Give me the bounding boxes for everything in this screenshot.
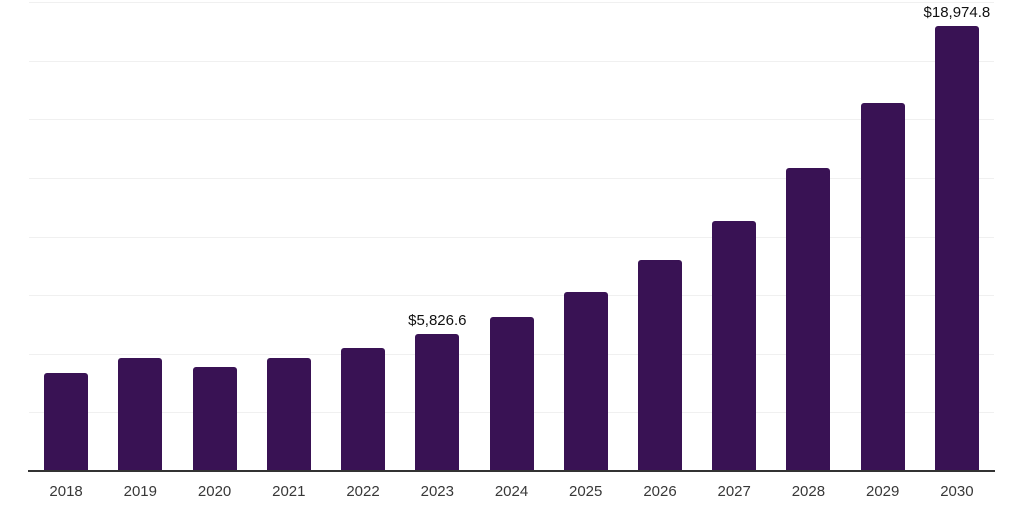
bar-2028[interactable] bbox=[786, 168, 831, 471]
bar-2030[interactable] bbox=[934, 26, 979, 471]
x-axis-line bbox=[28, 470, 995, 472]
x-tick-2025: 2025 bbox=[569, 483, 603, 500]
gridline-20000 bbox=[29, 2, 994, 3]
bar-2020[interactable] bbox=[192, 367, 237, 471]
bar-2025[interactable] bbox=[563, 292, 608, 471]
x-tick-2022: 2022 bbox=[346, 483, 380, 500]
x-tick-2029: 2029 bbox=[866, 483, 900, 500]
x-tick-2023: 2023 bbox=[420, 483, 454, 500]
x-tick-2030: 2030 bbox=[940, 483, 974, 500]
value-label-2030: $18,974.8 bbox=[923, 4, 991, 21]
x-tick-2024: 2024 bbox=[494, 483, 529, 500]
gridline-12500 bbox=[29, 177, 994, 179]
bar-2029[interactable] bbox=[860, 103, 905, 471]
bar-2021[interactable] bbox=[266, 358, 311, 471]
bar-2018[interactable] bbox=[44, 373, 89, 471]
bar-2019[interactable] bbox=[118, 358, 163, 471]
bar-2026[interactable] bbox=[638, 259, 682, 471]
x-tick-2021: 2021 bbox=[272, 483, 306, 500]
x-tick-2018: 2018 bbox=[49, 483, 83, 500]
value-label-2023: $5,826.6 bbox=[408, 312, 467, 330]
bar-2024[interactable] bbox=[489, 317, 534, 471]
gridline-17500 bbox=[29, 60, 994, 62]
gridline-7500 bbox=[29, 295, 994, 297]
x-tick-2026: 2026 bbox=[643, 483, 677, 500]
x-tick-2019: 2019 bbox=[123, 483, 157, 500]
x-tick-2028: 2028 bbox=[791, 483, 826, 500]
x-tick-2027: 2027 bbox=[717, 483, 751, 500]
bar-2023[interactable] bbox=[415, 334, 460, 471]
bar-2022[interactable] bbox=[341, 348, 385, 471]
gridline-15000 bbox=[29, 119, 994, 121]
bar-2027[interactable] bbox=[712, 221, 757, 471]
gridline-10000 bbox=[29, 236, 994, 238]
x-tick-2020: 2020 bbox=[197, 483, 232, 500]
